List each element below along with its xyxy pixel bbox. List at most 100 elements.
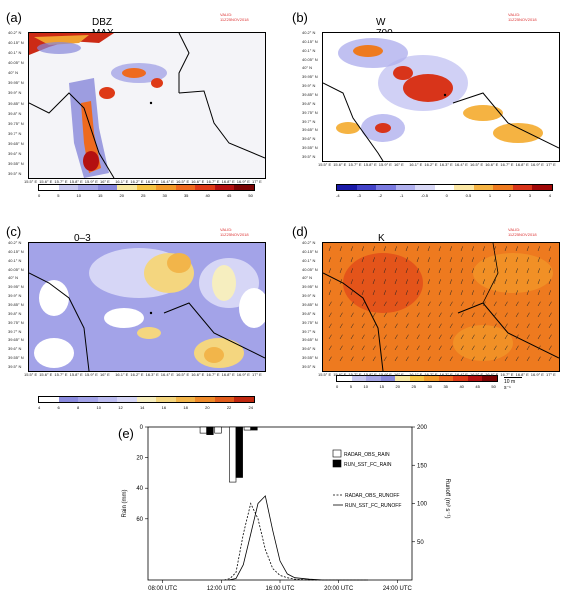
lon-tick: 16.5° E: [176, 372, 190, 377]
colorbar-ticks-b: -4 -3 -2 -1 -0.5 0 0.5 1 2 3 4: [336, 193, 551, 198]
map-a: [28, 32, 266, 179]
wind-vector: [438, 290, 441, 296]
wind-vector: [394, 334, 398, 340]
wind-vector: [361, 268, 364, 274]
wind-vector: [548, 345, 552, 351]
cbar-tick: 14: [139, 405, 145, 410]
wind-vector: [383, 290, 386, 296]
wind-vector: [427, 345, 431, 351]
wind-vector: [328, 323, 332, 329]
wind-vector: [493, 323, 497, 329]
wind-vector: [449, 290, 452, 296]
wind-vector: [504, 268, 507, 274]
wind-vector: [339, 323, 343, 329]
wind-vector: [350, 345, 354, 351]
wind-vector: [515, 323, 519, 329]
wind-vector: [350, 312, 354, 318]
lat-tick: 39.65° N: [8, 337, 24, 343]
wind-vector: [427, 246, 430, 252]
wind-vector: [383, 301, 387, 307]
wind-vector: [416, 334, 420, 340]
wind-vector: [328, 257, 331, 263]
wind-vector: [328, 246, 331, 252]
cbar-tick: 12: [118, 405, 123, 410]
lat-tick: 40° N: [302, 65, 313, 71]
wind-vector: [405, 246, 408, 252]
rain-tick-label: 60: [136, 517, 143, 523]
lat-tick: 39.95° N: [302, 284, 318, 290]
lon-tick: 16.2° E: [130, 372, 144, 377]
cbar-tick: -3: [357, 193, 361, 198]
wind-vector: [515, 312, 519, 318]
cbar-tick: 20: [119, 193, 124, 198]
wind-vector: [526, 312, 530, 318]
wind-vector: [372, 257, 375, 263]
lon-tick: 16.1° E: [409, 162, 423, 167]
wind-vector: [460, 345, 464, 351]
wind-vector: [361, 246, 364, 252]
wind-vector: [504, 312, 508, 318]
wind-vector: [493, 356, 497, 362]
wind-vector: [449, 301, 453, 307]
lon-tick: 16.9° E: [236, 179, 250, 184]
legend-label: RADAR_OBS_RAIN: [344, 452, 390, 458]
lon-tick: 16.7° E: [500, 372, 514, 377]
wind-vector: [361, 356, 365, 362]
wind-vector: [482, 257, 485, 263]
lat-tick: 39.55° N: [302, 355, 318, 361]
wind-vector: [504, 301, 508, 307]
wind-vector: [372, 356, 376, 362]
lon-tick: 16.6° E: [485, 162, 499, 167]
wind-vector: [537, 301, 541, 307]
wind-vector: [405, 268, 408, 274]
x-tick-label: 20:00 UTC: [324, 586, 354, 592]
wind-vector: [548, 279, 551, 285]
lat-tick: 40.2° N: [302, 240, 316, 245]
cbar-tick: 20: [395, 384, 400, 389]
wind-vector: [449, 257, 452, 263]
lon-tick: 16.3° E: [439, 372, 453, 377]
lon-tick: 17° E: [546, 162, 556, 167]
lat-tick: 40.1° N: [302, 257, 316, 263]
wind-vector: [471, 268, 474, 274]
wind-vector: [548, 312, 552, 318]
cbar-tick: 0: [336, 384, 339, 389]
lon-tick: 15.8° E: [69, 179, 83, 184]
lat-tick: 39.85° N: [302, 302, 318, 307]
wind-vector: [471, 312, 475, 318]
wind-vector: [548, 257, 551, 263]
wind-vector: [526, 290, 529, 296]
wind-vector: [361, 290, 364, 296]
wind-vector: [328, 312, 332, 318]
lat-tick: 39.75° N: [302, 109, 318, 115]
lat-tick: 40.15° N: [302, 38, 318, 44]
lat-tick: 39.8° N: [302, 310, 316, 316]
wind-vector: [482, 345, 486, 351]
lon-tick: 16.4° E: [454, 162, 468, 167]
cbar-tick: 4: [38, 405, 41, 410]
cbar-tick: 50: [491, 384, 496, 389]
wind-vector: [537, 246, 540, 252]
wind-vector: [438, 257, 441, 263]
wind-vector: [449, 356, 453, 362]
lat-tick: 39.85° N: [302, 92, 318, 97]
rain-axis-label: Rain (mm): [122, 489, 128, 517]
runoff-tick-label: 200: [417, 425, 428, 431]
wind-vector: [482, 301, 486, 307]
wind-vector: [537, 334, 541, 340]
wind-vector: [460, 246, 463, 252]
lat-tick: 39.9° N: [302, 293, 316, 299]
wind-vector: [515, 279, 518, 285]
wind-vector: [394, 301, 398, 307]
wind-vector: [372, 290, 375, 296]
cbar-tick: -0.5: [421, 193, 428, 198]
cbar-tick: -4: [336, 193, 340, 198]
wind-vector: [405, 312, 409, 318]
wind-vector: [416, 356, 420, 362]
wind-vector: [460, 323, 464, 329]
wind-vector: [339, 345, 343, 351]
wind-vector: [361, 323, 365, 329]
wind-vector: [482, 246, 485, 252]
x-tick-label: 24:00 UTC: [383, 586, 413, 592]
lon-tick: 17° E: [546, 372, 556, 377]
